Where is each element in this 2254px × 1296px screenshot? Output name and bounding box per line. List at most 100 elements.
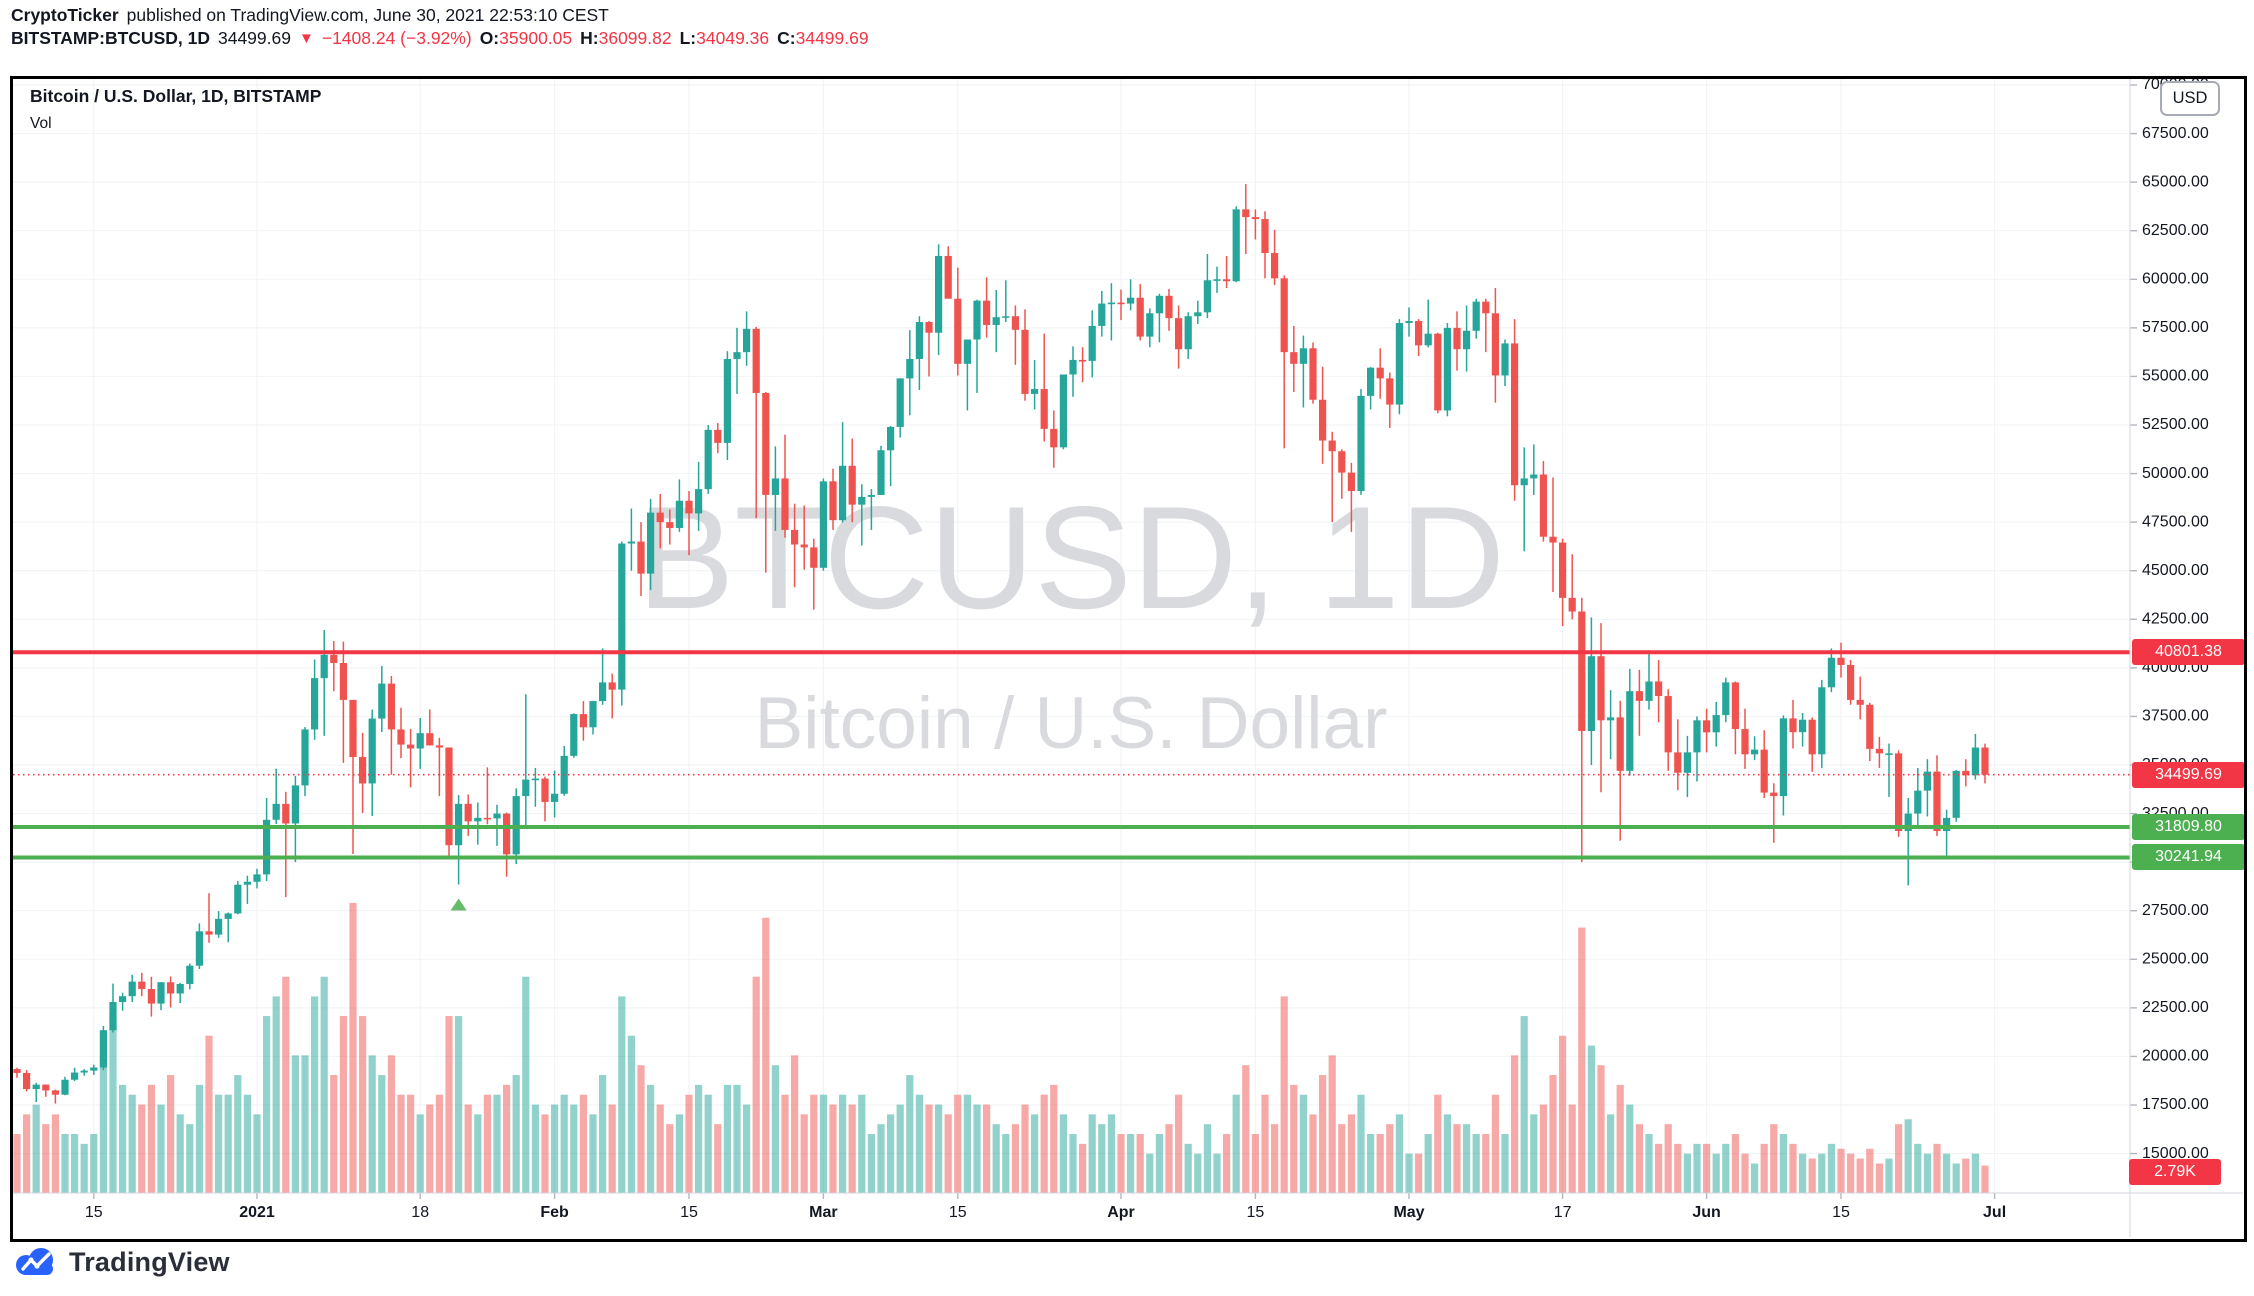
volume-bar [935, 1104, 943, 1193]
legend-volume[interactable]: Vol [30, 115, 52, 132]
volume-bar [378, 1075, 386, 1193]
volume-bar [1549, 1075, 1557, 1193]
price-tick-label: 42500.00 [2142, 611, 2209, 628]
axes-layer[interactable]: 70000.0067500.0065000.0062500.0060000.00… [13, 76, 2243, 1237]
candle-body [1607, 717, 1615, 721]
volume-bar [1779, 1134, 1787, 1193]
candle-body [714, 429, 722, 443]
candle-body [387, 683, 395, 730]
volume-bar [848, 1104, 856, 1193]
volume-bar [829, 1104, 837, 1193]
volume-bar [810, 1094, 818, 1193]
candle-body [723, 358, 731, 443]
candle-body [675, 500, 683, 528]
volume-bar [714, 1124, 722, 1193]
candle-body [1818, 687, 1826, 755]
legend-title[interactable]: Bitcoin / U.S. Dollar, 1D, BITSTAMP [30, 86, 322, 106]
candle-body [1923, 771, 1931, 791]
candle-body [1463, 330, 1471, 350]
price-tick-label: 15000.00 [2142, 1145, 2209, 1162]
candle-body [1520, 478, 1528, 486]
volume-bar [1895, 1124, 1903, 1193]
volume-bar [1280, 996, 1288, 1193]
candle-body [1731, 682, 1739, 730]
volume-bar [973, 1104, 981, 1193]
candle-body [1549, 536, 1557, 543]
candle-body [1415, 321, 1423, 346]
candle-body [1943, 817, 1951, 832]
candle-body [1347, 472, 1355, 492]
volume-bar [1011, 1124, 1019, 1193]
volume-bar [42, 1124, 50, 1193]
volume-bar [983, 1104, 991, 1193]
volume-bar [723, 1084, 731, 1193]
candle-body [1578, 611, 1586, 732]
time-tick-label: Jun [1692, 1204, 1720, 1221]
volume-bar [311, 996, 319, 1193]
candle-body [1808, 719, 1816, 755]
volume-bar [1434, 1094, 1442, 1193]
volume-bar [666, 1124, 674, 1193]
volume-bar [512, 1075, 520, 1193]
volume-bar [752, 976, 760, 1193]
candle-body [71, 1072, 79, 1080]
volume-bar [1914, 1143, 1922, 1193]
volume-bar [647, 1084, 655, 1193]
candle-body [1616, 717, 1624, 771]
candle-body [80, 1070, 88, 1073]
candle-body [743, 328, 751, 353]
candle-body [1338, 451, 1346, 473]
candle-body [1539, 474, 1547, 537]
candle-body [666, 522, 674, 528]
volume-bar [32, 1104, 40, 1193]
price-tick-label: 25000.00 [2142, 951, 2209, 968]
volume-bar [1328, 1055, 1336, 1193]
volume-bar [1031, 1114, 1039, 1193]
high-label: H: [580, 28, 599, 48]
volume-bar [1491, 1094, 1499, 1193]
symbol-ohlc-line: BITSTAMP:BTCUSD, 1D 34499.69 ▼ −1408.24 … [11, 28, 869, 50]
candle-body [1194, 312, 1202, 317]
volume-bar [1261, 1094, 1269, 1193]
volume-bar [1837, 1148, 1845, 1193]
candle-body [1299, 348, 1307, 364]
volume-bar [963, 1094, 971, 1193]
volume-bar [215, 1094, 223, 1193]
volume-bar [1952, 1163, 1960, 1193]
tradingview-logo[interactable]: TradingView [12, 1246, 230, 1278]
candle-body [215, 918, 223, 935]
open-label: O: [479, 28, 500, 48]
candle-body [503, 813, 511, 855]
low-pair: L: 34049.36 [680, 28, 770, 49]
currency-usd-button[interactable]: USD [2160, 81, 2220, 116]
candle-body [1261, 219, 1269, 254]
volume-bar [1338, 1124, 1346, 1193]
candle-body [579, 714, 587, 728]
volume-bar [1818, 1153, 1826, 1193]
time-tick-label: 15 [85, 1204, 103, 1221]
volume-bar [1741, 1153, 1749, 1193]
published-line: CryptoTicker published on TradingView.co… [11, 5, 869, 26]
volume-bar [637, 1065, 645, 1193]
volume-bar [1107, 1114, 1115, 1193]
candle-body [1386, 378, 1394, 405]
open-value: 35900.05 [499, 28, 573, 48]
candle-body [1856, 699, 1864, 705]
symbol-name: BITSTAMP:BTCUSD, 1D [11, 28, 210, 48]
candle-body [1319, 399, 1327, 441]
candle-body [1155, 295, 1163, 314]
volume-bar [1722, 1143, 1730, 1193]
candle-body [1962, 770, 1970, 776]
candle-body [1040, 389, 1048, 429]
candle-body [1799, 719, 1807, 733]
volume-bar [1088, 1114, 1096, 1193]
volume-bar [426, 1104, 434, 1193]
volume-bar [1501, 1134, 1509, 1193]
candle-body [253, 874, 261, 882]
candle-body [1472, 301, 1480, 331]
candle-body [839, 465, 847, 521]
volume-bar [339, 1016, 347, 1193]
candle-body [1280, 278, 1288, 353]
candle-body [138, 981, 146, 990]
